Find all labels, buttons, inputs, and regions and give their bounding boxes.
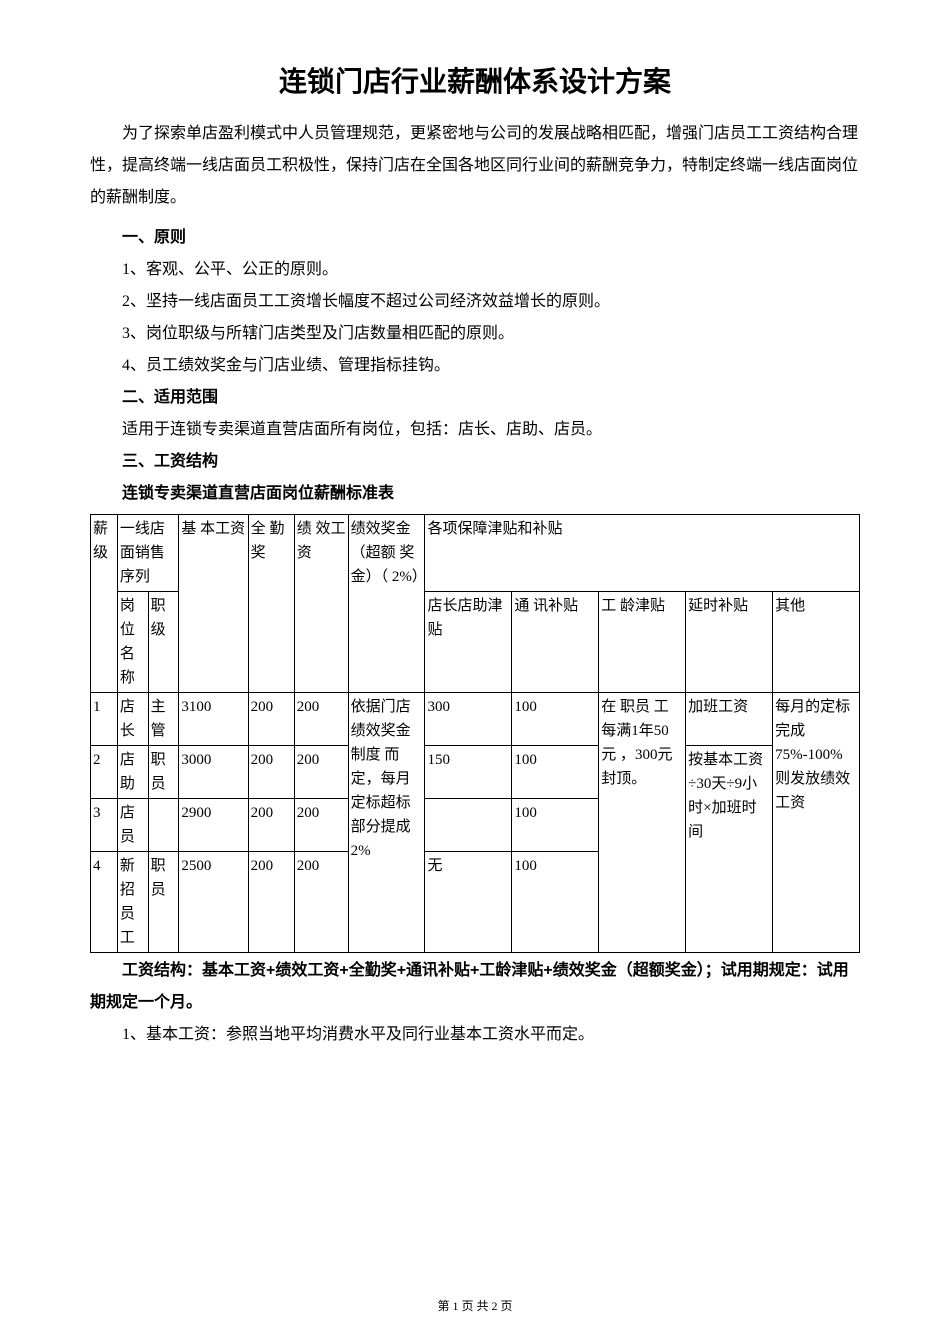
th-perf: 绩 效工资 <box>294 515 348 693</box>
cell-pos: 店员 <box>117 799 148 852</box>
cell-perf: 200 <box>294 693 348 746</box>
table-header-row-1: 薪级 一线店面销售序列 基 本工资 全 勤奖 绩 效工资 绩效奖金（超额 奖金）… <box>91 515 860 592</box>
cell-comm: 100 <box>512 746 599 799</box>
cell-no: 1 <box>91 693 118 746</box>
th-ot: 延时补贴 <box>686 592 773 693</box>
cell-base: 2900 <box>179 799 248 852</box>
cell-bonus-text: 依据门店绩效奖金制度 而定，每月定标超标部分提成2% <box>348 693 425 953</box>
table-row: 1 店长 主管 3100 200 200 依据门店绩效奖金制度 而定，每月定标超… <box>91 693 860 746</box>
cell-base: 3000 <box>179 746 248 799</box>
salary-table: 薪级 一线店面销售序列 基 本工资 全 勤奖 绩 效工资 绩效奖金（超额 奖金）… <box>90 514 860 953</box>
intro-paragraph: 为了探索单店盈利模式中人员管理规范，更紧密地与公司的发展战略相匹配，增强门店员工… <box>90 118 860 214</box>
th-seniority: 工 龄津贴 <box>599 592 686 693</box>
cell-other-text: 每月的定标完成75%-100%则发放绩效工资 <box>773 693 860 953</box>
page-number: 第 1 页 共 2 页 <box>0 1297 950 1314</box>
cell-perf: 200 <box>294 852 348 953</box>
cell-manager: 无 <box>425 852 512 953</box>
cell-no: 4 <box>91 852 118 953</box>
cell-pos: 店助 <box>117 746 148 799</box>
cell-rank: 主管 <box>148 693 179 746</box>
cell-base: 2500 <box>179 852 248 953</box>
cell-manager <box>425 799 512 852</box>
cell-attend: 200 <box>248 693 294 746</box>
cell-attend: 200 <box>248 852 294 953</box>
cell-comm: 100 <box>512 693 599 746</box>
cell-manager: 150 <box>425 746 512 799</box>
principle-4: 4、员工绩效奖金与门店业绩、管理指标挂钩。 <box>90 350 860 382</box>
th-base: 基 本工资 <box>179 515 248 693</box>
cell-perf: 200 <box>294 799 348 852</box>
cell-comm: 100 <box>512 799 599 852</box>
th-position: 岗 位名称 <box>117 592 148 693</box>
cell-rank: 职员 <box>148 852 179 953</box>
th-allowance: 各项保障津贴和补贴 <box>425 515 860 592</box>
cell-pos: 新 招员工 <box>117 852 148 953</box>
principle-3: 3、岗位职级与所辖门店类型及门店数量相匹配的原则。 <box>90 318 860 350</box>
cell-attend: 200 <box>248 799 294 852</box>
scope-text: 适用于连锁专卖渠道直营店面所有岗位，包括：店长、店助、店员。 <box>90 414 860 446</box>
th-salary-level: 薪级 <box>91 515 118 693</box>
cell-manager: 300 <box>425 693 512 746</box>
principle-1: 1、客观、公平、公正的原则。 <box>90 254 860 286</box>
cell-no: 3 <box>91 799 118 852</box>
th-rank: 职级 <box>148 592 179 693</box>
th-attend: 全 勤奖 <box>248 515 294 693</box>
table-row: 2 店助 职员 3000 200 200 150 100 按基本工资 ÷30天÷… <box>91 746 860 799</box>
cell-ot-1: 加班工资 <box>686 693 773 746</box>
structure-note: 工资结构：基本工资+绩效工资+全勤奖+通讯补贴+工龄津贴+绩效奖金（超额奖金）；… <box>90 955 860 1019</box>
cell-ot-2: 按基本工资 ÷30天÷9小时×加班时间 <box>686 746 773 953</box>
th-other: 其他 <box>773 592 860 693</box>
section-3-heading: 三、工资结构 <box>90 446 860 478</box>
cell-base: 3100 <box>179 693 248 746</box>
section-2-heading: 二、适用范围 <box>90 382 860 414</box>
document-title: 连锁门店行业薪酬体系设计方案 <box>90 60 860 100</box>
th-frontline: 一线店面销售序列 <box>117 515 179 592</box>
principle-2: 2、坚持一线店面员工工资增长幅度不超过公司经济效益增长的原则。 <box>90 286 860 318</box>
cell-perf: 200 <box>294 746 348 799</box>
cell-pos: 店长 <box>117 693 148 746</box>
cell-comm: 100 <box>512 852 599 953</box>
table-title: 连锁专卖渠道直营店面岗位薪酬标准表 <box>90 478 860 510</box>
th-bonus: 绩效奖金（超额 奖金）（ 2%） <box>348 515 425 693</box>
th-comm-allow: 通 讯补贴 <box>512 592 599 693</box>
cell-no: 2 <box>91 746 118 799</box>
cell-seniority-text: 在 职员 工每满1年50元 ，300元 封顶。 <box>599 693 686 953</box>
cell-rank: 职员 <box>148 746 179 799</box>
note-1: 1、基本工资：参照当地平均消费水平及同行业基本工资水平而定。 <box>90 1019 860 1051</box>
cell-rank <box>148 799 179 852</box>
section-1-heading: 一、原则 <box>90 222 860 254</box>
cell-attend: 200 <box>248 746 294 799</box>
th-manager-allow: 店长店助津贴 <box>425 592 512 693</box>
